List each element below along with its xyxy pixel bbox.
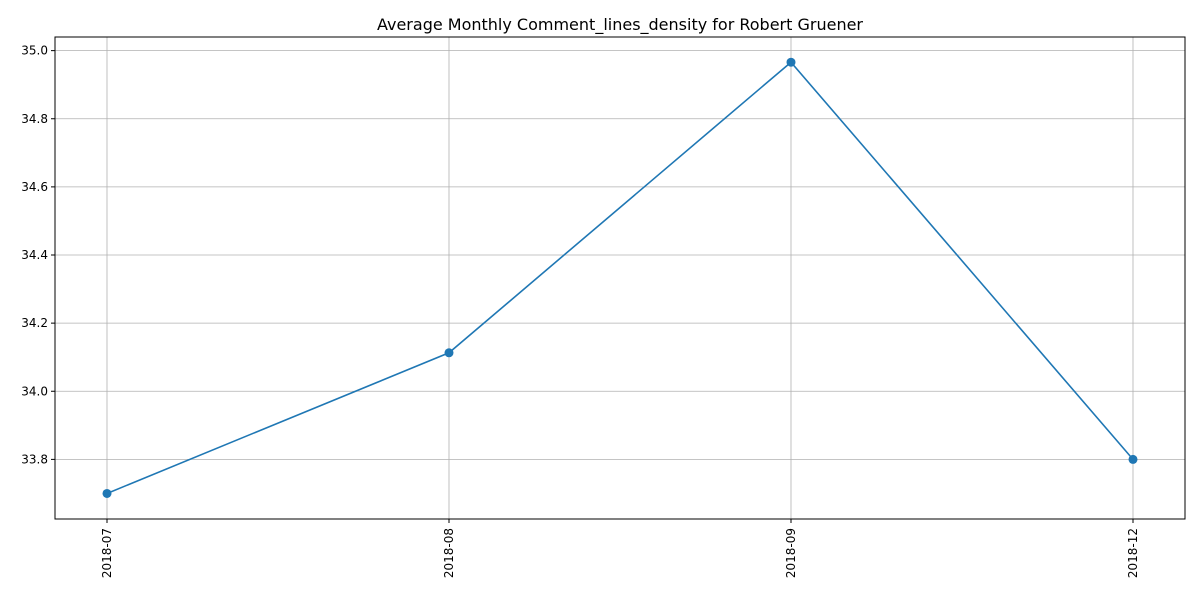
- x-tick-label: 2018-08: [442, 528, 456, 578]
- x-tick-label: 2018-07: [100, 528, 114, 578]
- series-layer: [102, 57, 1138, 498]
- y-tick-label: 34.4: [21, 248, 48, 262]
- y-tick-label: 33.8: [21, 452, 48, 466]
- data-point: [786, 57, 796, 67]
- grid-lines: [55, 37, 1185, 519]
- plot-frame: [54, 36, 1186, 520]
- x-tick-label: 2018-12: [1126, 528, 1140, 578]
- y-tick-label: 34.2: [21, 316, 48, 330]
- data-point: [444, 348, 454, 358]
- x-tick-label: 2018-09: [784, 528, 798, 578]
- y-tick-label: 34.8: [21, 112, 48, 126]
- y-tick-label: 34.6: [21, 180, 48, 194]
- data-point: [1128, 454, 1138, 464]
- y-tick-label: 34.0: [21, 384, 48, 398]
- axes: 2018-07 2018-08 2018-09 2018-12 33.8 34.0 34.2…: [21, 36, 1186, 578]
- chart-title: Average Monthly Comment_lines_density fo…: [377, 15, 863, 35]
- series-line: [106, 61, 1134, 495]
- data-point: [102, 488, 112, 498]
- y-tick-label: 35.0: [21, 44, 48, 58]
